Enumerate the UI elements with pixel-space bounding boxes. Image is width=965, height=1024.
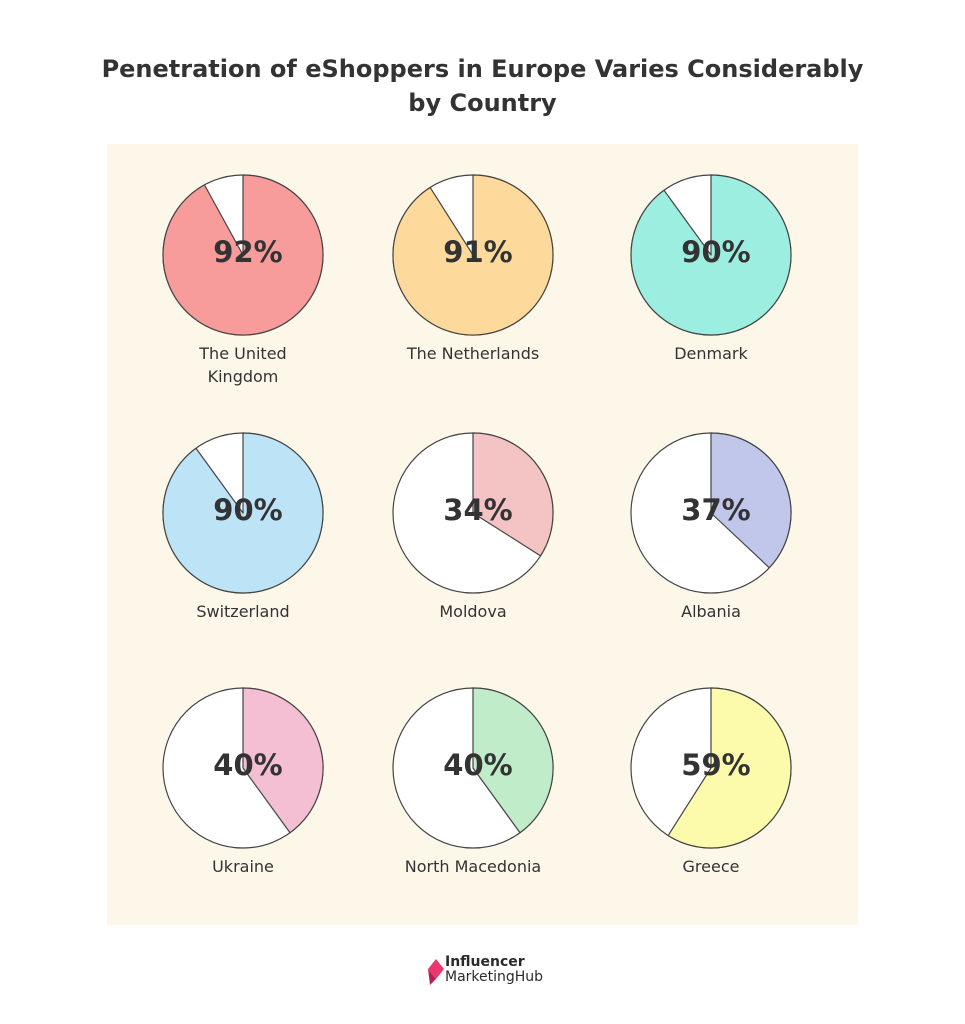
pie-country-label-line: Switzerland [196, 602, 290, 621]
logo-mark-icon [428, 959, 444, 985]
logo-text-line2: MarketingHub [445, 969, 544, 985]
pie-value-label: 90% [681, 235, 751, 269]
chart-title-line2: by Country [408, 89, 557, 117]
brand-logo: Influencer MarketingHub [427, 954, 577, 989]
pie-value-label: 91% [443, 235, 513, 269]
pie-country-label: Switzerland [158, 600, 328, 623]
pie-country-label-line: Greece [682, 857, 740, 876]
pie-value-label: 92% [213, 235, 283, 269]
pie-country-label-line: Ukraine [212, 857, 274, 876]
pie-country-label-line: Albania [681, 602, 741, 621]
pie-country-label: North Macedonia [388, 855, 558, 878]
pie-value-label: 37% [681, 493, 751, 527]
pie-country-label-line: Denmark [674, 344, 748, 363]
pie-country-label: Greece [626, 855, 796, 878]
pie-country-label: Moldova [388, 600, 558, 623]
pie-country-label-line: Kingdom [207, 367, 279, 386]
chart-title-line1: Penetration of eShoppers in Europe Varie… [101, 55, 864, 83]
pie-country-label: Denmark [626, 342, 796, 365]
pie-country-label-line: The United [199, 344, 287, 363]
pie-country-label-line: The Netherlands [406, 344, 540, 363]
pie-country-label-line: North Macedonia [404, 857, 542, 876]
logo-mark-tail [428, 969, 436, 985]
logo-text-line1: Influencer [445, 954, 525, 970]
pie-value-label: 40% [443, 748, 513, 782]
pie-country-label-line: Moldova [439, 602, 507, 621]
pie-country-label: The United Kingdom [158, 342, 328, 388]
pie-country-label: Ukraine [158, 855, 328, 878]
chart-title: Penetration of eShoppers in Europe Varie… [0, 52, 965, 120]
pie-value-label: 40% [213, 748, 283, 782]
pie-country-label: The Netherlands [388, 342, 558, 365]
pie-value-label: 90% [213, 493, 283, 527]
pie-value-label: 59% [681, 748, 751, 782]
pie-country-label: Albania [626, 600, 796, 623]
pie-value-label: 34% [443, 493, 513, 527]
